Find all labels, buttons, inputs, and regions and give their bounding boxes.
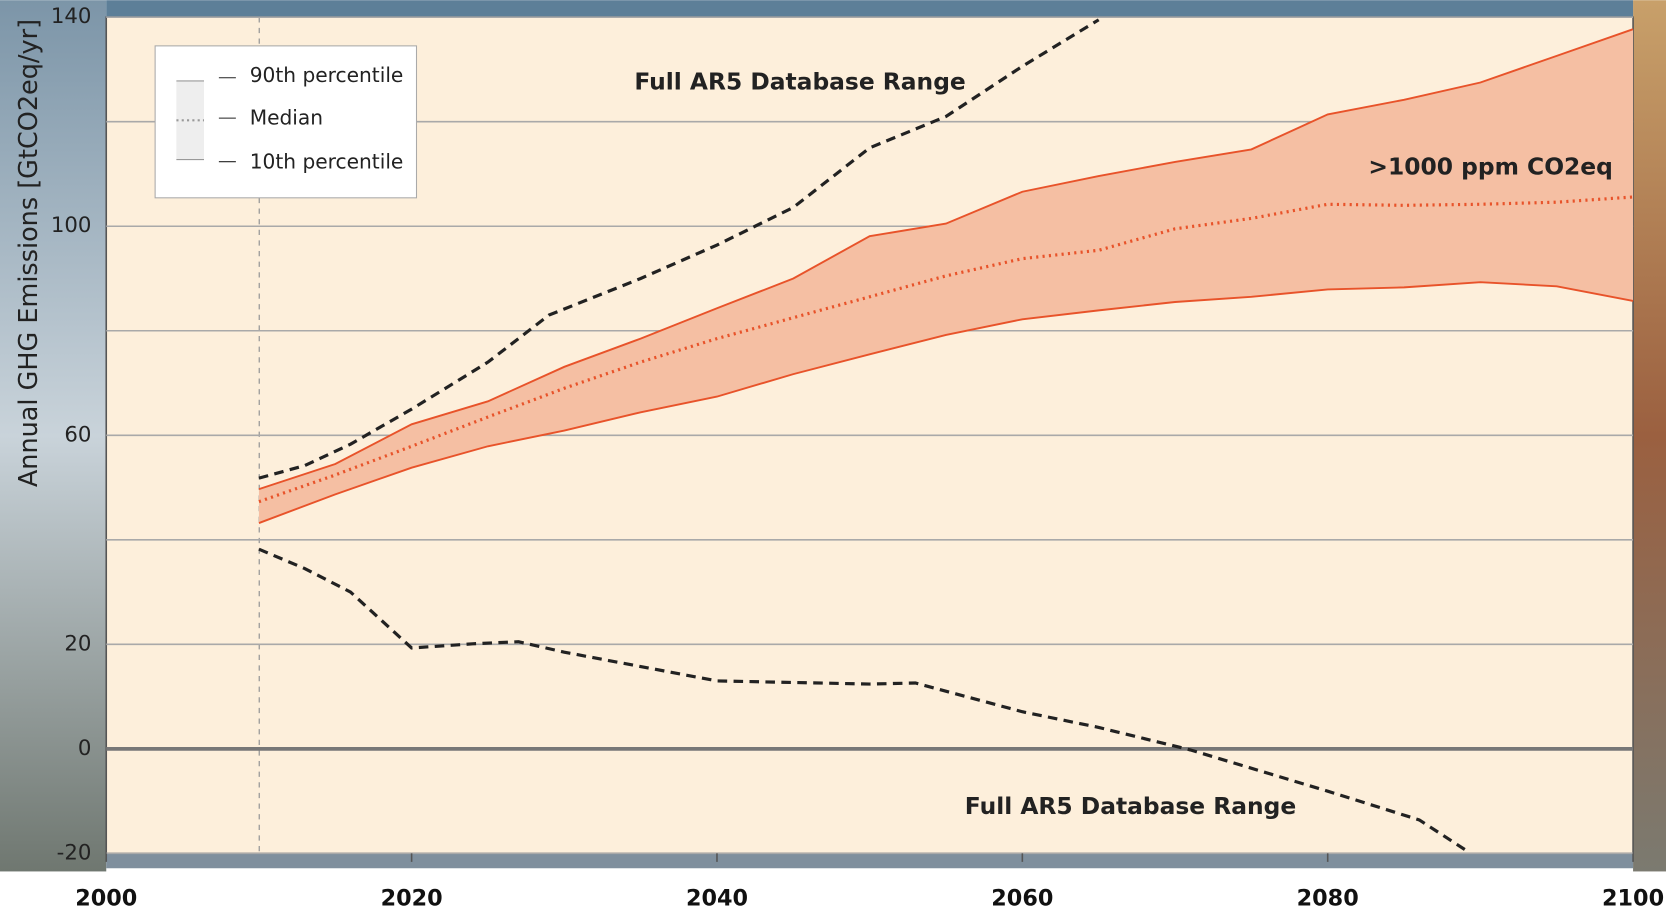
legend-entry: Median <box>250 106 323 130</box>
y-tick-label: -20 <box>57 840 92 865</box>
x-tick-label: 2020 <box>381 886 443 912</box>
y-tick-label: 20 <box>64 631 91 656</box>
x-tick-label: 2080 <box>1297 886 1359 912</box>
y-tick-label: 60 <box>64 422 91 447</box>
x-tick-label: 2000 <box>75 886 137 912</box>
x-tick-label: 2100 <box>1602 886 1664 912</box>
photo-right <box>1633 0 1666 871</box>
y-tick-label: 0 <box>78 736 92 761</box>
annotation: >1000 ppm CO2eq <box>1368 153 1612 181</box>
annotation: Full AR5 Database Range <box>965 792 1296 820</box>
y-tick-label: 140 <box>51 4 92 29</box>
photo-bottom <box>106 853 1633 868</box>
chart: -2002060100140200020202040206020802100 A… <box>0 0 1666 912</box>
y-axis-label: Annual GHG Emissions [GtCO2eq/yr] <box>14 19 44 487</box>
legend-entry: 90th percentile <box>250 63 404 87</box>
y-tick-label: 100 <box>51 213 92 238</box>
legend-swatch <box>176 81 204 160</box>
legend-entry: 10th percentile <box>250 149 404 173</box>
photo-top <box>106 0 1633 17</box>
legend: 90th percentile Median 10th percentile <box>155 46 416 198</box>
x-tick-label: 2040 <box>686 886 748 912</box>
x-tick-label: 2060 <box>991 886 1053 912</box>
annotation: Full AR5 Database Range <box>634 68 965 96</box>
